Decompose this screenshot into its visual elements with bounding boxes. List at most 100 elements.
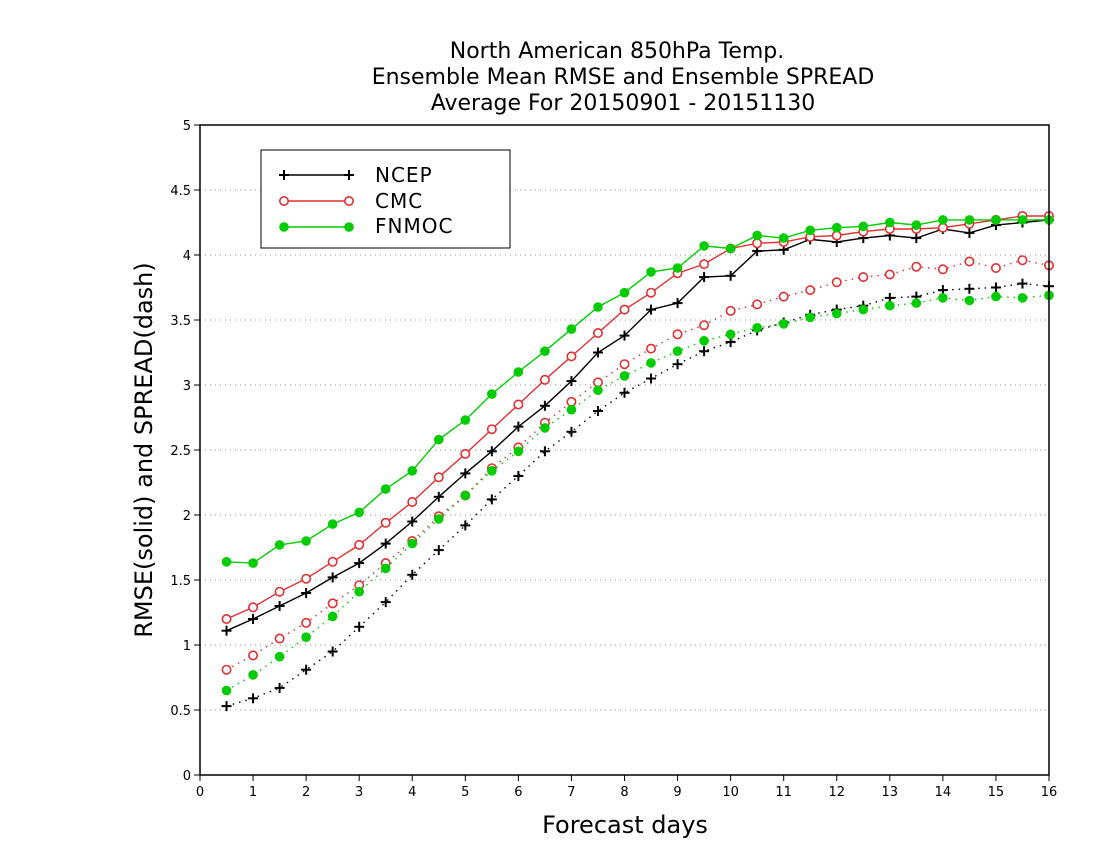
point-cmc-rmse-6 bbox=[380, 517, 391, 528]
point-fnmoc-rmse-25 bbox=[885, 217, 895, 228]
point-ncep-spread-12 bbox=[539, 446, 550, 457]
point-ncep-spread-8 bbox=[433, 545, 444, 556]
point-cmc-rmse-16 bbox=[646, 287, 657, 298]
x-tick-label-11: 11 bbox=[775, 785, 792, 800]
series-fnmoc-rmse bbox=[221, 215, 1054, 568]
point-cmc-rmse-12 bbox=[539, 374, 550, 385]
legend: NCEP CMC FNMOC bbox=[260, 149, 511, 249]
point-fnmoc-rmse-3 bbox=[301, 536, 311, 546]
point-fnmoc-rmse-29 bbox=[991, 215, 1001, 225]
point-cmc-spread-24 bbox=[858, 272, 869, 283]
grid-lines bbox=[200, 189, 1049, 711]
x-tick-label-2: 2 bbox=[302, 785, 310, 800]
point-cmc-rmse-3 bbox=[301, 573, 312, 584]
point-fnmoc-spread-20 bbox=[752, 323, 762, 333]
point-ncep-rmse-2 bbox=[274, 601, 285, 611]
point-fnmoc-spread-6 bbox=[380, 563, 391, 574]
point-fnmoc-spread-7 bbox=[407, 538, 418, 549]
point-ncep-spread-6 bbox=[380, 597, 391, 608]
point-fnmoc-spread-30 bbox=[1017, 293, 1028, 303]
point-cmc-rmse-9 bbox=[460, 448, 471, 459]
point-fnmoc-rmse-11 bbox=[513, 367, 524, 377]
point-fnmoc-rmse-0 bbox=[221, 557, 232, 567]
point-cmc-rmse-11 bbox=[513, 399, 524, 410]
point-cmc-rmse-13 bbox=[566, 351, 577, 362]
point-fnmoc-rmse-24 bbox=[858, 221, 869, 232]
point-fnmoc-spread-4 bbox=[327, 611, 338, 622]
y-tick-label-1: 0.5 bbox=[170, 704, 191, 719]
point-fnmoc-rmse-18 bbox=[699, 241, 709, 251]
point-cmc-spread-22 bbox=[805, 285, 816, 296]
point-fnmoc-spread-23 bbox=[831, 308, 842, 319]
point-ncep-rmse-6 bbox=[380, 538, 391, 549]
point-fnmoc-spread-26 bbox=[911, 298, 922, 308]
point-cmc-spread-4 bbox=[327, 598, 338, 609]
series-line-ncep-spread bbox=[226, 282, 1050, 707]
point-ncep-spread-9 bbox=[460, 520, 471, 531]
point-fnmoc-rmse-2 bbox=[274, 540, 285, 550]
point-ncep-rmse-7 bbox=[407, 516, 418, 527]
point-ncep-spread-28 bbox=[964, 283, 975, 294]
x-tick-label-1: 1 bbox=[249, 785, 257, 800]
x-axis-title: Forecast days bbox=[542, 811, 708, 839]
point-ncep-rmse-13 bbox=[566, 376, 577, 387]
point-ncep-spread-4 bbox=[327, 646, 338, 657]
legend-box bbox=[260, 149, 511, 249]
point-ncep-spread-18 bbox=[699, 346, 710, 357]
series-line-fnmoc-spread bbox=[226, 294, 1050, 692]
point-ncep-spread-7 bbox=[407, 569, 418, 580]
point-cmc-rmse-23 bbox=[831, 230, 842, 241]
x-tick-label-6: 6 bbox=[514, 785, 522, 800]
point-fnmoc-rmse-13 bbox=[566, 324, 577, 334]
point-cmc-spread-29 bbox=[990, 262, 1001, 273]
point-ncep-rmse-4 bbox=[327, 572, 338, 583]
point-cmc-rmse-4 bbox=[327, 556, 338, 567]
legend-marker-start-fnmoc bbox=[279, 222, 289, 232]
point-cmc-spread-15 bbox=[619, 359, 630, 370]
point-cmc-spread-13 bbox=[566, 396, 577, 407]
point-fnmoc-spread-25 bbox=[885, 300, 895, 311]
point-fnmoc-rmse-20 bbox=[752, 230, 762, 241]
point-cmc-spread-18 bbox=[699, 320, 710, 331]
point-fnmoc-spread-17 bbox=[672, 346, 683, 357]
chart-title-line-2: Ensemble Mean RMSE and Ensemble SPREAD bbox=[372, 65, 875, 90]
point-fnmoc-spread-21 bbox=[778, 319, 789, 329]
point-cmc-rmse-1 bbox=[248, 602, 259, 613]
y-tick-label-4: 2 bbox=[183, 509, 191, 524]
point-cmc-rmse-8 bbox=[433, 472, 444, 483]
point-ncep-rmse-8 bbox=[433, 491, 444, 502]
point-ncep-spread-1 bbox=[248, 693, 259, 704]
legend-marker-start-cmc bbox=[278, 196, 289, 207]
x-tick-label-16: 16 bbox=[1041, 785, 1058, 800]
point-cmc-spread-1 bbox=[248, 650, 259, 661]
point-ncep-rmse-5 bbox=[354, 558, 365, 569]
legend-keys bbox=[278, 170, 354, 232]
point-ncep-rmse-26 bbox=[911, 233, 922, 244]
point-fnmoc-spread-28 bbox=[964, 295, 975, 306]
point-ncep-rmse-0 bbox=[221, 625, 232, 636]
y-tick-label-7: 3.5 bbox=[170, 314, 191, 329]
point-cmc-rmse-2 bbox=[274, 586, 285, 597]
series-cmc-rmse bbox=[221, 211, 1055, 624]
point-cmc-spread-2 bbox=[274, 633, 285, 644]
legend-label-cmc: CMC bbox=[375, 189, 423, 213]
y-tick-label-8: 4 bbox=[183, 249, 191, 264]
point-cmc-spread-14 bbox=[592, 377, 603, 388]
y-tick-label-2: 1 bbox=[183, 639, 191, 654]
point-cmc-spread-19 bbox=[725, 305, 736, 316]
x-tick-label-15: 15 bbox=[988, 785, 1005, 800]
point-ncep-rmse-1 bbox=[248, 614, 259, 624]
x-tick-label-4: 4 bbox=[408, 785, 416, 800]
point-ncep-spread-30 bbox=[1017, 278, 1028, 289]
point-fnmoc-rmse-1 bbox=[248, 558, 258, 568]
point-fnmoc-rmse-21 bbox=[778, 233, 789, 243]
point-fnmoc-spread-16 bbox=[646, 358, 656, 368]
point-cmc-spread-23 bbox=[831, 277, 842, 288]
x-tick-label-5: 5 bbox=[461, 785, 469, 800]
point-fnmoc-rmse-12 bbox=[540, 346, 550, 357]
point-ncep-rmse-11 bbox=[513, 421, 524, 432]
point-fnmoc-spread-29 bbox=[991, 291, 1001, 302]
point-fnmoc-rmse-26 bbox=[911, 220, 922, 230]
point-fnmoc-spread-11 bbox=[513, 446, 524, 457]
